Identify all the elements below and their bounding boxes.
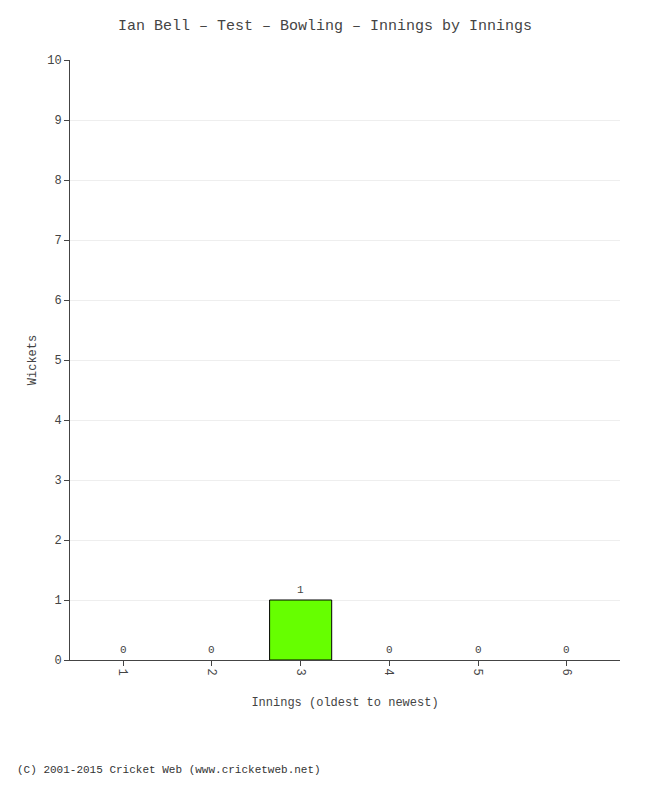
svg-text:8: 8 <box>54 174 61 188</box>
svg-text:4: 4 <box>381 668 395 675</box>
svg-text:(C) 2001-2015 Cricket Web (www: (C) 2001-2015 Cricket Web (www.cricketwe… <box>17 764 321 776</box>
svg-text:2: 2 <box>54 534 61 548</box>
svg-text:4: 4 <box>54 414 61 428</box>
svg-text:1: 1 <box>115 668 129 675</box>
svg-text:6: 6 <box>559 668 573 675</box>
svg-text:3: 3 <box>54 474 61 488</box>
svg-text:6: 6 <box>54 294 61 308</box>
svg-text:7: 7 <box>54 234 61 248</box>
svg-text:0: 0 <box>386 644 393 656</box>
svg-text:9: 9 <box>54 114 61 128</box>
svg-text:0: 0 <box>475 644 482 656</box>
svg-text:0: 0 <box>563 644 570 656</box>
svg-text:1: 1 <box>54 594 61 608</box>
svg-text:Innings (oldest to newest): Innings (oldest to newest) <box>251 696 438 710</box>
svg-text:3: 3 <box>293 668 307 675</box>
svg-text:0: 0 <box>54 654 61 668</box>
svg-text:2: 2 <box>204 668 218 675</box>
svg-text:Ian Bell – Test – Bowling – In: Ian Bell – Test – Bowling – Innings by I… <box>118 18 532 35</box>
svg-text:0: 0 <box>208 644 215 656</box>
svg-text:1: 1 <box>297 584 304 596</box>
svg-text:10: 10 <box>47 54 61 68</box>
svg-text:5: 5 <box>54 354 61 368</box>
svg-text:0: 0 <box>120 644 127 656</box>
svg-text:Wickets: Wickets <box>26 335 40 385</box>
svg-text:5: 5 <box>470 668 484 675</box>
